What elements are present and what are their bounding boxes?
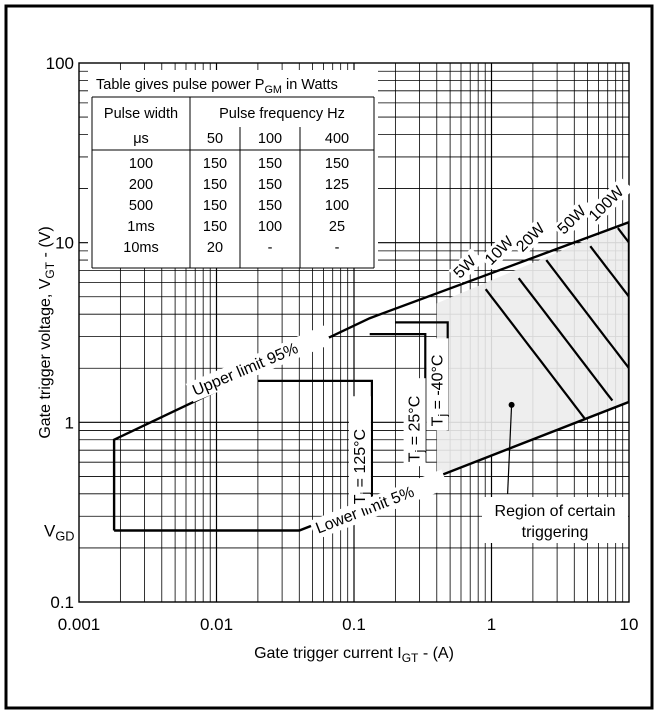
table-subheader-1: 50 [207, 131, 223, 147]
power-line-5W [484, 288, 586, 420]
axis-layer: 0.001 0.01 0.1 1 10 0.1 1 10 100 VGD Gate trigger … [37, 54, 638, 665]
power-label-bg [583, 176, 634, 227]
table-cell-1-1: 150 [203, 177, 227, 193]
trigger-boundary [112, 220, 629, 532]
table-cell-2-2: 150 [258, 198, 282, 214]
table-cell-0-3: 150 [325, 156, 349, 172]
table-subheader-3: 400 [325, 131, 349, 147]
power-label-group-4: 100W [583, 176, 634, 227]
curve-layer [112, 220, 629, 532]
upper-limit-bg [185, 325, 332, 403]
table-subheader-0: μs [133, 131, 149, 147]
x-axis-label: Gate trigger current IGT - (A) [254, 645, 454, 665]
temperature-label-group-1: Tj = 25°C [403, 378, 427, 467]
y-axis-label: Gate trigger voltage, VGT - (V) [37, 226, 57, 438]
table-cell-1-0: 200 [129, 177, 153, 193]
annotation-leader [506, 404, 513, 495]
plot-area-border [78, 62, 630, 603]
y-axis-label-group: Gate trigger voltage, VGT - (V) [37, 226, 57, 438]
table-cell-4-2: - [268, 240, 273, 256]
power-line-20W [545, 259, 629, 371]
y-tick-label: 0.1 [50, 593, 74, 612]
power-label-bg [479, 227, 523, 271]
table-cell-4-1: 20 [207, 240, 223, 256]
lower-limit-bg [309, 469, 449, 540]
y-tick-label: 1 [65, 413, 74, 432]
power-line-10W [517, 277, 614, 402]
table-cell-3-1: 150 [203, 219, 227, 235]
table-cell-0-0: 100 [129, 156, 153, 172]
table-cell-4-3: - [335, 240, 340, 256]
table-title: Table gives pulse power PGM in Watts [96, 77, 338, 96]
temperature-label-1: Tj = 25°C [407, 396, 427, 462]
table-cell-0-2: 150 [258, 156, 282, 172]
x-tick-label: 10 [620, 615, 639, 634]
pulse-power-table: Table gives pulse power PGM in Watts Puls… [88, 70, 378, 269]
temp-label-bg [348, 396, 371, 509]
upper-limit-label: Upper limit 95% [190, 340, 301, 400]
temp-label-bg [403, 378, 426, 467]
table-cell-1-3: 125 [325, 177, 349, 193]
table-bg [88, 70, 378, 268]
y-tick-label: 100 [46, 54, 74, 73]
power-label-bg [448, 248, 484, 284]
x-tick-label: 1 [487, 615, 496, 634]
region-label-line1: Region of certain [495, 503, 616, 520]
temperature-label-0: Tj = 125°C [352, 429, 372, 504]
table-cell-1-2: 150 [258, 177, 282, 193]
power-label-bg [552, 197, 595, 240]
table-cell-3-0: 1ms [127, 219, 154, 235]
table-cell-3-2: 100 [258, 219, 282, 235]
region-label-bg [482, 497, 628, 543]
y-tick-label: 10 [55, 234, 74, 253]
table-cell-2-3: 100 [325, 198, 349, 214]
lower-limit-group: Lower limit 5% [309, 469, 449, 540]
outer-border [4, 4, 654, 710]
x-tick-label: 0.001 [58, 615, 101, 634]
temperature-label-group-0: Tj = 125°C [348, 396, 372, 509]
power-label-bg [511, 214, 554, 258]
power-line-50W [589, 245, 629, 299]
table-subheader-2: 100 [258, 131, 282, 147]
temp-label-bg [426, 338, 449, 431]
x-tick-label: 0.01 [200, 615, 233, 634]
table-header-frequency: Pulse frequency Hz [219, 106, 345, 122]
vgd-label: VGD [44, 522, 74, 544]
table-cell-2-0: 500 [129, 198, 153, 214]
temperature-curve-0 [257, 379, 373, 517]
table-cell-3-3: 25 [329, 219, 345, 235]
power-label-group-2: 20W [511, 214, 554, 258]
x-tick-label: 0.1 [342, 615, 366, 634]
table-cell-0-1: 150 [203, 156, 227, 172]
region-label-line2: triggering [522, 524, 589, 541]
table-cell-2-1: 150 [203, 198, 227, 214]
table-cell-4-0: 10ms [123, 240, 158, 256]
temperature-label-2: Tj = -40°C [429, 355, 449, 427]
table-header-pulse-width: Pulse width [104, 106, 178, 122]
temperature-label-group-2: Tj = -40°C [426, 338, 449, 431]
